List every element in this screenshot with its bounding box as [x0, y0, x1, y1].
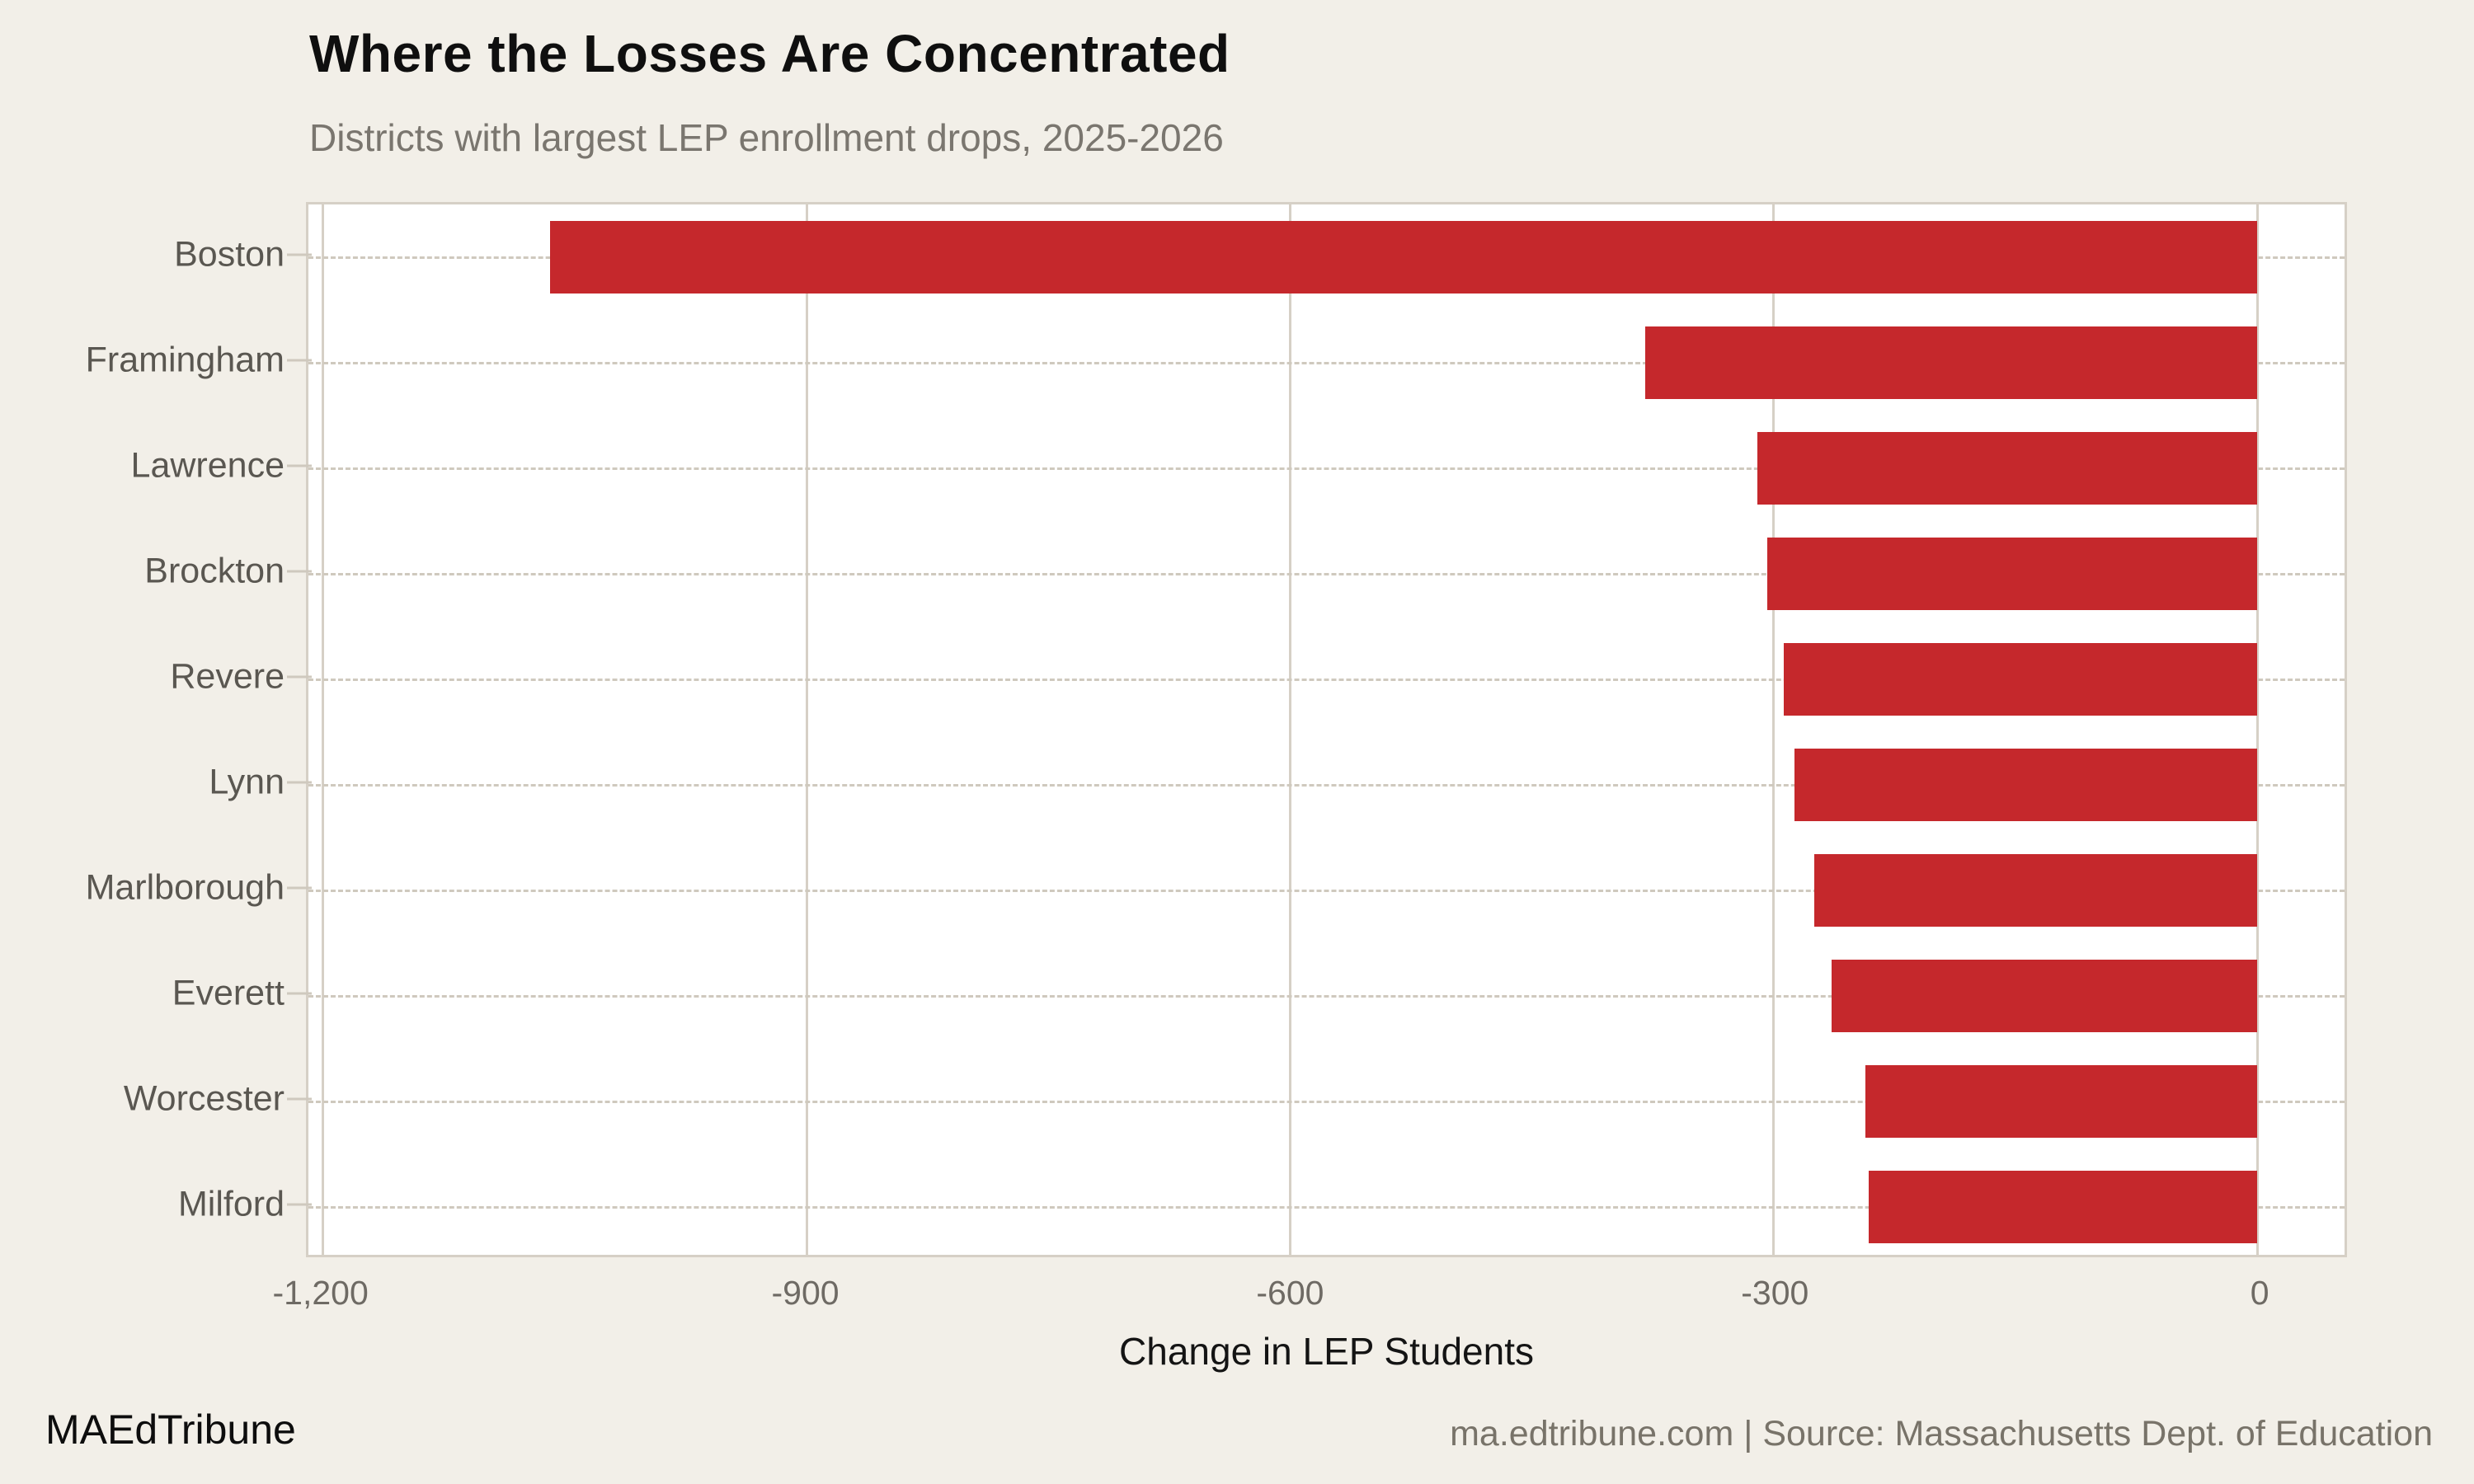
y-label-brockton: Brockton [144, 551, 285, 591]
x-tick-label: 0 [2250, 1274, 2269, 1312]
x-axis-tick-labels: -1,200 -900 -600 -300 0 [272, 1274, 2347, 1323]
y-axis-tick [287, 1203, 312, 1206]
row-leader-line [308, 994, 2345, 998]
bar-boston [550, 221, 2258, 294]
y-axis-tick [287, 359, 312, 362]
y-label-lynn: Lynn [209, 762, 285, 802]
y-label-milford: Milford [177, 1184, 285, 1224]
row-leader-line [308, 1205, 2345, 1209]
row-leader-line [308, 678, 2345, 681]
y-label-everett: Everett [172, 973, 285, 1013]
source-attribution: ma.edtribune.com | Source: Massachusetts… [1450, 1414, 2433, 1453]
vertical-gridline [805, 204, 808, 1255]
y-label-lawrence: Lawrence [130, 445, 285, 486]
y-axis-tick [287, 464, 312, 467]
vertical-gridline [322, 204, 325, 1255]
vertical-gridline [1289, 204, 1291, 1255]
y-axis-tick [287, 675, 312, 679]
row-leader-line [308, 783, 2345, 787]
y-axis-tick [287, 570, 312, 573]
y-label-boston: Boston [174, 234, 285, 275]
y-axis-tick [287, 886, 312, 890]
bar-marlborough [1813, 854, 2258, 927]
row-leader-line [308, 889, 2345, 892]
x-tick-label: -900 [771, 1274, 840, 1312]
x-tick-label: -300 [1741, 1274, 1809, 1312]
bar-everett [1832, 960, 2258, 1032]
y-axis-tick [287, 781, 312, 784]
x-tick-label: -1,200 [272, 1274, 369, 1312]
chart-title: Where the Losses Are Concentrated [309, 24, 1230, 83]
row-leader-line [308, 361, 2345, 364]
vertical-gridline [2255, 204, 2259, 1255]
y-label-worcester: Worcester [123, 1078, 285, 1119]
y-label-marlborough: Marlborough [85, 867, 285, 908]
bar-lynn [1794, 749, 2258, 821]
bar-revere [1783, 643, 2258, 716]
plot-panel [306, 202, 2347, 1257]
row-leader-line [308, 1100, 2345, 1103]
chart-subtitle: Districts with largest LEP enrollment dr… [309, 116, 1224, 159]
y-axis-tick [287, 992, 312, 995]
y-label-revere: Revere [170, 656, 285, 697]
row-leader-line [308, 467, 2345, 470]
x-tick-label: -600 [1256, 1274, 1324, 1312]
bar-lawrence [1757, 432, 2258, 505]
y-axis-tick [287, 1097, 312, 1101]
bar-milford [1869, 1171, 2258, 1243]
x-axis-title: Change in LEP Students [1119, 1330, 1534, 1373]
y-axis-labels: Boston Framingham Lawrence Brockton Revere Ly… [0, 202, 285, 1257]
row-leader-line [308, 572, 2345, 575]
bar-worcester [1865, 1065, 2258, 1138]
publisher-brand: MAEdTribune [45, 1407, 296, 1453]
vertical-gridline [1772, 204, 1776, 1255]
bar-framingham [1644, 326, 2258, 399]
bar-brockton [1767, 538, 2258, 610]
y-axis-tick [287, 253, 312, 256]
y-label-framingham: Framingham [85, 340, 285, 380]
